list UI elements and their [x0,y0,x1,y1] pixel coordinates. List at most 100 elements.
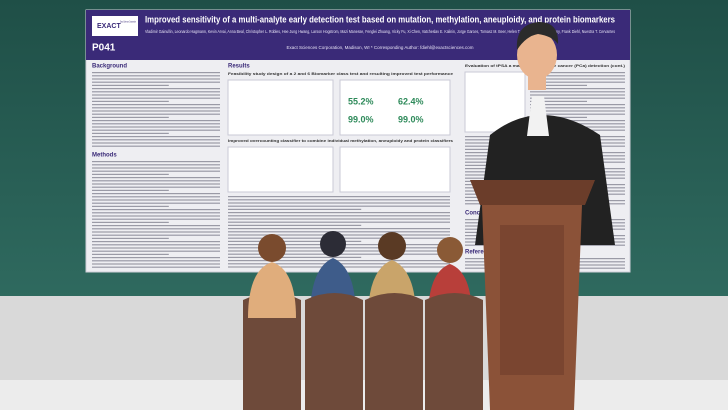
text-line [92,113,220,115]
text-line [92,88,220,90]
text-line [228,215,450,217]
podium-panel [500,225,564,375]
poster-authors: Vladimir Gainullin, Leonardo Hagmann, Ke… [145,29,616,34]
text-line [92,100,169,102]
text-line [92,116,169,118]
figure [227,79,334,136]
text-line [92,139,220,141]
text-line [92,215,220,217]
text-line [92,173,169,175]
person-head [258,234,286,262]
figure [227,146,334,193]
text-line [92,110,220,112]
text-line [530,104,625,106]
text-line [92,228,220,230]
text-line [92,266,220,268]
text-line [228,231,450,233]
text-line [92,78,220,80]
text-line [92,218,220,220]
text-line [530,78,625,80]
subsection-heading: Feasibility study design of a 2 and 6 Bi… [228,72,453,76]
text-line [92,123,220,125]
text-line [530,75,625,77]
text-line [92,104,220,106]
text-line [228,224,362,226]
text-line [92,257,220,259]
text-line [530,110,625,112]
table [339,146,451,193]
text-line [92,212,220,214]
text-line [228,208,362,210]
text-line [92,205,169,207]
text-line [530,88,625,90]
text-line [92,94,220,96]
text-line [228,218,450,220]
logo-sub: Exact Sciences Corporation [120,21,136,24]
text-line [530,107,625,109]
text-line [92,186,220,188]
text-line [92,234,220,236]
presenter [470,22,615,410]
text-line [228,199,450,201]
text-line [92,189,169,191]
text-line [92,199,220,201]
podium-top [470,180,595,205]
text-line [228,256,362,258]
text-line [92,142,220,144]
text-line [92,136,220,138]
text-line [92,167,220,169]
text-line [530,97,625,99]
text-line [92,97,220,99]
poster-affiliation: Exact Sciences Corporation, Madison, WI … [287,45,474,50]
text-line [92,126,220,128]
text-line [92,221,169,223]
text-line [92,202,220,204]
text-line [228,240,362,242]
text-line [92,120,220,122]
floor-front [0,380,728,410]
text-line [92,91,220,93]
text-line [92,75,220,77]
text-line [530,120,625,122]
text-line [228,228,450,230]
stat-value: 99.0% [348,114,374,124]
text-line [92,263,220,265]
text-line [228,205,450,207]
text-line [92,196,220,198]
text-line [92,231,220,233]
text-line [92,145,220,147]
audience [243,231,483,410]
text-line [92,193,220,195]
text-line [92,129,220,131]
text-line [92,260,220,262]
text-line [530,94,625,96]
stats: 55.2% 62.4% 99.0% 99.0% [348,96,424,124]
poster-title: Improved sensitivity of a multi-analyte … [145,14,615,24]
text-line [530,72,625,74]
text-line [92,107,220,109]
text-line [92,164,220,166]
text-line [92,180,220,182]
person-head [320,231,346,257]
text-line [92,250,220,252]
text-line [530,91,625,93]
text-line [92,72,220,74]
text-line [92,84,169,86]
text-line [92,177,220,179]
text-line [228,202,450,204]
stat-value: 99.0% [398,114,424,124]
person-head [378,232,406,260]
person-head [437,237,463,263]
text-line [92,237,169,239]
text-line [530,100,587,102]
logo: EXACT [97,23,121,30]
text-line [92,170,220,172]
text-line [92,183,220,185]
person-body [248,262,296,318]
presenter-hair [516,22,559,50]
text-line [92,161,220,163]
text-line [530,84,587,86]
text-line [530,113,625,115]
text-line [228,260,450,262]
section-heading: Results [228,64,250,70]
